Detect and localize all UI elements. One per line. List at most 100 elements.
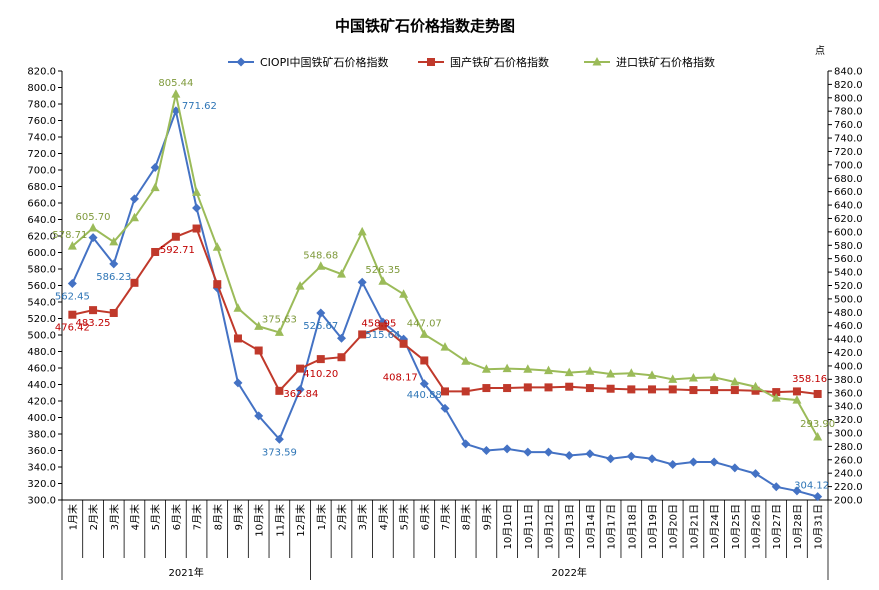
right-tick-label: 660.0 bbox=[834, 187, 863, 198]
data-point-triangle bbox=[316, 261, 326, 270]
right-tick-label: 480.0 bbox=[834, 308, 863, 319]
x-tick-label: 10月10日 bbox=[502, 504, 514, 549]
x-tick-label: 10月19日 bbox=[647, 504, 659, 549]
data-point-triangle bbox=[792, 395, 802, 404]
data-point-square bbox=[109, 308, 118, 317]
x-tick-label: 10月28日 bbox=[792, 504, 804, 549]
data-point-diamond bbox=[792, 486, 802, 496]
right-tick-label: 340.0 bbox=[834, 402, 863, 413]
x-tick-label: 10月21日 bbox=[688, 504, 700, 549]
data-point-diamond bbox=[150, 163, 160, 173]
data-point-square bbox=[689, 386, 698, 395]
left-tick-label: 340.0 bbox=[27, 463, 56, 474]
right-tick-label: 520.0 bbox=[834, 281, 863, 292]
data-label: 373.59 bbox=[262, 447, 297, 458]
data-point-square bbox=[648, 385, 657, 394]
data-point-diamond bbox=[481, 446, 491, 455]
x-tick-label: 12月末 bbox=[294, 504, 307, 537]
right-tick-label: 420.0 bbox=[834, 348, 863, 359]
right-axis-unit: 点 bbox=[815, 45, 825, 57]
data-label: 483.25 bbox=[76, 318, 111, 329]
x-tick-label: 10月13日 bbox=[564, 504, 576, 549]
data-point-square bbox=[296, 364, 305, 373]
data-point-triangle bbox=[129, 212, 139, 222]
data-label: 605.70 bbox=[76, 212, 111, 223]
x-tick-label: 10月17日 bbox=[606, 504, 618, 549]
x-tick-label: 10月11日 bbox=[523, 504, 535, 549]
left-tick-label: 500.0 bbox=[27, 331, 56, 342]
x-tick-label: 10月25日 bbox=[730, 504, 742, 549]
left-tick-label: 300.0 bbox=[27, 496, 56, 507]
right-tick-label: 260.0 bbox=[834, 455, 863, 466]
data-point-square bbox=[523, 383, 532, 392]
left-tick-label: 540.0 bbox=[27, 298, 56, 309]
x-tick-label: 8月末 bbox=[211, 504, 224, 530]
data-point-diamond bbox=[523, 447, 533, 457]
data-point-square bbox=[482, 384, 491, 393]
left-tick-label: 480.0 bbox=[27, 347, 56, 358]
data-point-triangle bbox=[357, 226, 367, 236]
right-tick-label: 240.0 bbox=[834, 469, 863, 480]
x-tick-label: 7月末 bbox=[439, 504, 452, 530]
data-point-diamond bbox=[813, 492, 823, 502]
data-point-square bbox=[627, 385, 636, 394]
x-tick-label: 10月27日 bbox=[771, 504, 783, 549]
data-label: 476.42 bbox=[55, 323, 90, 334]
data-point-triangle bbox=[295, 281, 305, 290]
data-point-triangle bbox=[544, 365, 554, 375]
right-tick-label: 820.0 bbox=[834, 80, 863, 91]
data-point-triangle bbox=[192, 187, 202, 196]
data-point-triangle bbox=[730, 377, 740, 386]
right-tick-label: 220.0 bbox=[834, 482, 863, 493]
data-label: 515.64 bbox=[365, 330, 400, 341]
legend-label: CIOPI中国铁矿石价格指数 bbox=[260, 55, 388, 69]
x-tick-label: 1月末 bbox=[66, 504, 79, 530]
year-label: 2022年 bbox=[551, 566, 586, 579]
data-point-diamond bbox=[236, 57, 246, 67]
left-tick-label: 720.0 bbox=[27, 149, 56, 160]
data-point-diamond bbox=[502, 444, 512, 454]
data-point-triangle bbox=[626, 368, 636, 377]
data-point-square bbox=[192, 224, 201, 233]
data-point-square bbox=[337, 353, 346, 362]
data-point-square bbox=[399, 339, 408, 348]
right-tick-label: 200.0 bbox=[834, 496, 863, 507]
data-point-square bbox=[151, 247, 160, 256]
data-point-triangle bbox=[751, 381, 761, 391]
right-y-axis: 200.0 220.0 240.0 260.0 280.0 300.0 320.0 340.0… bbox=[828, 67, 863, 507]
data-point-diamond bbox=[233, 378, 243, 388]
data-point-square bbox=[772, 388, 781, 397]
data-point-triangle bbox=[523, 364, 533, 373]
x-tick-label: 4月末 bbox=[377, 504, 390, 530]
data-label: 578.71 bbox=[52, 230, 87, 241]
legend: CIOPI中国铁矿石价格指数 国产铁矿石价格指数 进口铁矿石价格指数 bbox=[228, 55, 715, 69]
x-tick-label: 10月20日 bbox=[668, 504, 680, 549]
data-point-square bbox=[565, 382, 574, 391]
data-point-square bbox=[585, 384, 594, 393]
x-tick-label: 7月末 bbox=[191, 504, 204, 530]
data-point-triangle bbox=[419, 329, 429, 338]
data-point-diamond bbox=[336, 333, 346, 343]
data-point-square bbox=[358, 330, 367, 339]
data-point-square bbox=[441, 387, 449, 396]
right-tick-label: 360.0 bbox=[834, 388, 863, 399]
data-point-square bbox=[668, 385, 677, 394]
x-tick-label: 2月末 bbox=[335, 504, 348, 530]
data-label: 447.07 bbox=[407, 318, 442, 329]
right-tick-label: 620.0 bbox=[834, 214, 863, 225]
left-tick-label: 440.0 bbox=[27, 380, 56, 391]
series-layer bbox=[67, 89, 823, 502]
data-point-square bbox=[710, 386, 719, 395]
x-tick-label: 6月末 bbox=[418, 504, 431, 530]
right-tick-label: 440.0 bbox=[834, 335, 863, 346]
data-point-triangle bbox=[771, 393, 781, 402]
left-tick-label: 380.0 bbox=[27, 430, 56, 441]
data-point-triangle bbox=[336, 269, 346, 278]
data-point-square bbox=[378, 322, 387, 331]
left-tick-label: 580.0 bbox=[27, 265, 56, 276]
x-tick-label: 10月18日 bbox=[626, 504, 638, 549]
data-point-diamond bbox=[730, 463, 740, 473]
left-tick-label: 820.0 bbox=[27, 67, 56, 78]
right-tick-label: 500.0 bbox=[834, 294, 863, 305]
left-tick-label: 420.0 bbox=[27, 397, 56, 408]
